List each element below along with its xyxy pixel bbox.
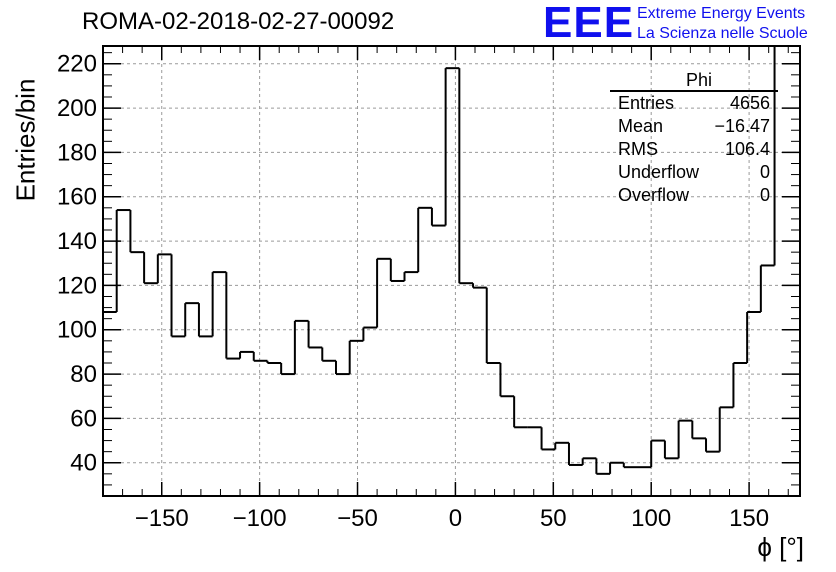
x-tick-label: −50 — [337, 505, 378, 532]
grid-lines — [103, 46, 800, 496]
y-tick-label: 200 — [57, 95, 97, 122]
stats-row: Entries 4656 — [610, 92, 778, 115]
x-tick-label: 100 — [631, 505, 671, 532]
y-tick-label: 140 — [57, 228, 97, 255]
y-tick-label: 120 — [57, 272, 97, 299]
plot-frame — [102, 45, 801, 497]
stats-value: 106.4 — [724, 139, 770, 159]
logo-line-2: La Scienza nelle Scuole — [637, 25, 808, 42]
y-axis-label: Entries/bin — [10, 78, 41, 202]
stats-value: 4656 — [729, 93, 770, 113]
stats-box: Phi Entries 4656 Mean −16.47 RMS 106.4 U… — [610, 70, 778, 207]
stats-key: Underflow — [618, 162, 700, 182]
tick-labels: −150 −100 −50 0 50 100 150 40 60 80 100 120 140 160 18… — [57, 51, 769, 532]
x-axis-label: ϕ [°] — [757, 532, 804, 562]
x-tick-label: 0 — [449, 505, 462, 532]
y-axis-label-box: Entries/bin — [6, 78, 46, 202]
stats-key: Mean — [618, 116, 664, 136]
x-tick-label: 150 — [729, 505, 769, 532]
axis-ticks — [103, 46, 800, 496]
stats-key: Entries — [618, 93, 675, 113]
stats-row: RMS 106.4 — [610, 138, 778, 161]
stats-row: Mean −16.47 — [610, 115, 778, 138]
stats-value: 0 — [759, 185, 770, 205]
stats-row: Overflow 0 — [610, 184, 778, 207]
stats-key: Overflow — [618, 185, 690, 205]
x-tick-label: −100 — [233, 505, 287, 532]
eee-logo: EEE — [543, 0, 635, 47]
x-tick-label: 50 — [540, 505, 567, 532]
stats-value: −16.47 — [714, 116, 770, 136]
y-tick-label: 60 — [70, 405, 97, 432]
y-tick-label: 180 — [57, 139, 97, 166]
x-tick-label: −150 — [135, 505, 189, 532]
chart-title: ROMA-02-2018-02-27-00092 — [82, 8, 395, 35]
histogram-bars — [102, 45, 800, 496]
logo-line-1: Extreme Energy Events — [637, 5, 806, 22]
stats-key: RMS — [618, 139, 658, 159]
stats-histogram-name: Phi — [610, 70, 778, 92]
y-tick-label: 80 — [70, 361, 97, 388]
y-tick-label: 40 — [70, 450, 97, 477]
stats-row: Underflow 0 — [610, 161, 778, 184]
stats-value: 0 — [759, 162, 770, 182]
y-tick-label: 220 — [57, 51, 97, 78]
y-tick-label: 160 — [57, 184, 97, 211]
y-tick-label: 100 — [57, 317, 97, 344]
